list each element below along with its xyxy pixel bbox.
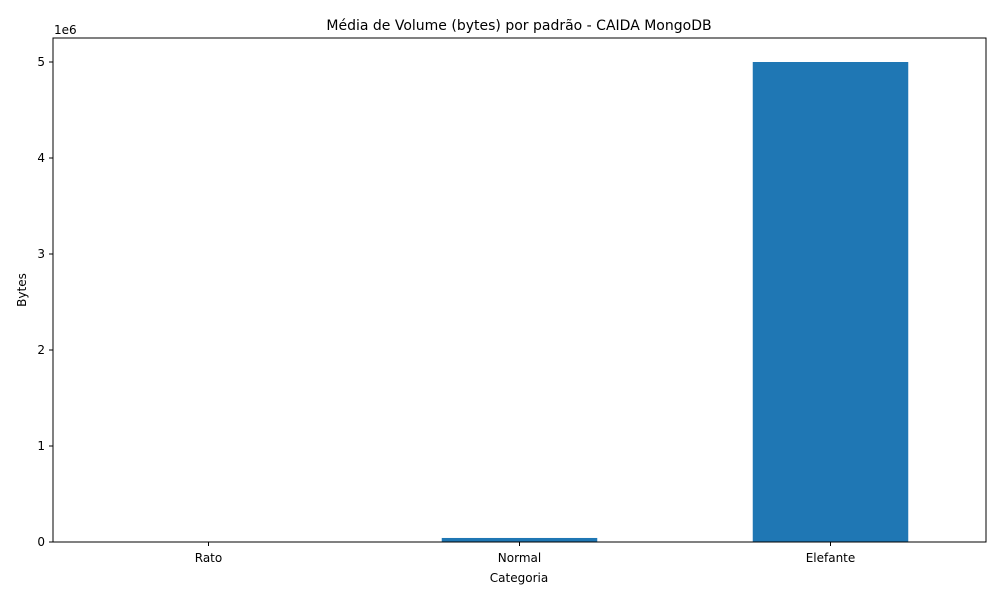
bar-elefante	[752, 62, 909, 542]
x-tick-label-normal: Normal	[498, 551, 541, 565]
y-axis-offset-label: 1e6	[54, 23, 77, 37]
bars-group	[130, 62, 909, 542]
bar-normal	[441, 537, 598, 542]
y-axis-label: Bytes	[15, 273, 29, 307]
chart-title: Média de Volume (bytes) por padrão - CAI…	[326, 18, 711, 34]
y-tick-label: 2	[37, 343, 45, 357]
y-tick-label: 3	[37, 247, 45, 261]
y-tick-label: 4	[37, 151, 45, 165]
plot-area: 0 1 2 3 4 5 Rato Normal Elefante	[37, 37, 987, 565]
y-tick-label: 0	[37, 535, 45, 549]
plot-frame	[52, 37, 987, 543]
y-tick-label: 1	[37, 439, 45, 453]
x-axis-label: Categoria	[490, 571, 548, 585]
x-tick-label-elefante: Elefante	[806, 551, 856, 565]
y-axis-ticks: 0 1 2 3 4 5	[37, 55, 53, 549]
x-tick-label-rato: Rato	[195, 551, 222, 565]
x-axis-ticks: Rato Normal Elefante	[195, 542, 856, 565]
y-tick-label: 5	[37, 55, 45, 69]
